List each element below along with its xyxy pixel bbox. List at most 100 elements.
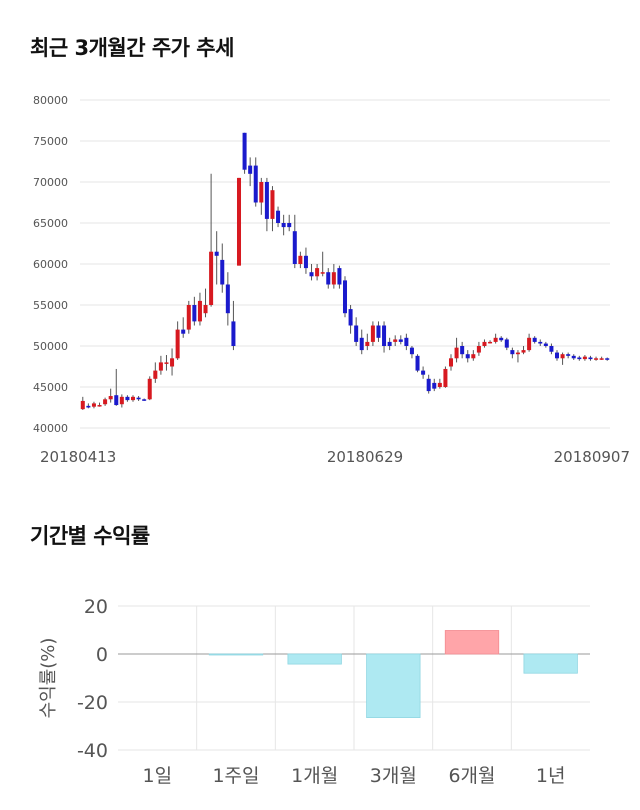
candle-body [421,370,426,375]
candle-body [248,165,253,174]
candle-body [320,272,325,274]
candle-body [527,337,532,351]
candle-body [510,350,515,355]
candle-body [571,355,576,359]
candle-body [482,341,487,346]
candle-body [493,337,498,342]
y-tick-label: 55000 [33,299,68,312]
candle-body [448,358,454,367]
candle-body [253,165,258,203]
x-tick-label: 20180413 [40,448,116,466]
candle-body [599,358,604,360]
candle-body [292,231,297,264]
return-bar [366,653,421,718]
candle-body [560,354,565,359]
y-tick-label: -20 [77,692,108,714]
candle-body [242,132,247,170]
candle-body [80,400,85,410]
candle-body [186,305,191,330]
candle-body [114,395,119,406]
candle-body [476,346,481,353]
candle-body [342,280,348,314]
candle-body [236,177,242,266]
y-tick-label: 50000 [33,340,68,353]
candle-body [370,325,375,342]
candle-body [270,190,275,219]
x-tick-label: 6개월 [448,765,495,787]
candle-body [538,341,543,344]
candle-body [220,259,225,285]
candle-body [376,325,381,338]
candle-body [136,397,141,400]
candle-body [119,396,124,405]
candle-body [348,309,353,326]
y-tick-label: 0 [96,644,108,666]
candle-body [147,378,152,400]
candle-body [153,370,158,379]
candle-body [175,329,180,359]
candle-body [426,378,431,392]
candle-body [443,368,448,387]
candle-body [454,347,459,359]
candle-body [281,223,286,228]
candle-body [382,325,387,346]
return-bar [523,653,578,674]
candle-body [309,272,314,277]
candle-body [532,337,537,342]
candle-body [577,357,582,360]
x-tick-label: 20180629 [327,448,403,466]
y-axis-label: 수익률(%) [38,638,59,719]
candle-body [471,354,476,359]
candle-body [582,356,587,360]
candle-body [504,339,509,348]
return-bar [208,653,264,656]
candle-body [543,343,548,346]
y-tick-label: 80000 [33,94,68,107]
x-tick-label: 20180907 [554,448,630,466]
y-tick-label: 45000 [33,381,68,394]
candle-body [566,354,571,356]
candle-body [549,346,554,352]
candle-body [214,251,219,256]
candle-body [398,339,403,342]
candle-body [354,325,359,342]
candle-body [409,347,414,355]
candle-body [588,357,593,360]
candle-body [499,337,504,341]
candle-body [259,182,264,203]
candle-body [365,341,370,346]
candle-body [465,354,470,359]
candle-body [404,337,409,346]
x-tick-label: 1주일 [212,765,259,787]
candle-body [142,399,147,401]
candle-body [460,346,465,355]
candle-body [276,210,281,223]
candle-body [337,268,342,285]
y-tick-label: 60000 [33,258,68,271]
price-trend-title: 최근 3개월간 주가 추세 [30,36,234,60]
candle-body [209,251,214,305]
candle-body [594,358,599,360]
candle-body [164,362,169,364]
candle-body [91,403,96,407]
candle-body [203,305,208,314]
candle-body [103,399,108,405]
return-bar [444,630,500,655]
candle-body [130,396,136,401]
candle-body [125,396,130,401]
candle-body [326,272,331,285]
candle-body [432,382,437,389]
candle-body [359,337,364,351]
candle-body [197,300,202,322]
candle-body [488,341,493,344]
candle-body [387,341,392,346]
candle-body [170,358,175,367]
y-tick-label: 70000 [33,176,68,189]
candle-body [521,350,526,353]
candle-body [264,182,269,219]
candle-body [315,268,320,277]
candle-body [303,255,308,269]
candle-body [331,272,336,285]
candle-body [86,405,91,408]
